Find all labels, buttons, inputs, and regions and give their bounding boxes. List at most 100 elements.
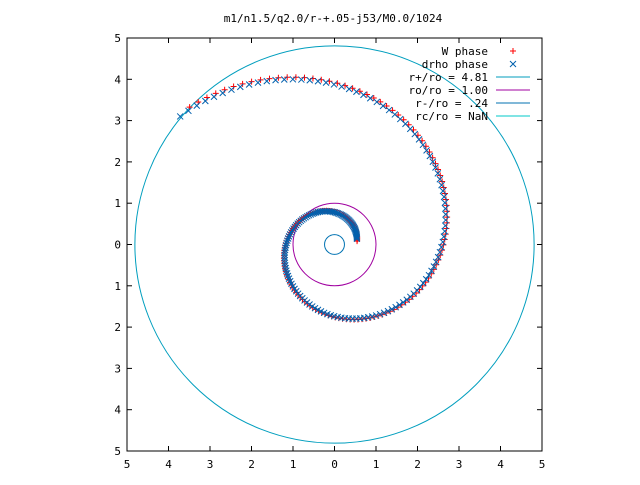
series-cross <box>176 75 450 322</box>
data-point <box>373 98 381 106</box>
legend-label: r+/ro = 4.81 <box>409 71 488 84</box>
data-point <box>263 77 271 85</box>
data-point <box>438 181 445 189</box>
data-point <box>314 77 322 85</box>
data-point <box>441 227 449 235</box>
data-point <box>210 93 218 101</box>
data-point <box>281 254 288 261</box>
legend-label: ro/ro = 1.00 <box>409 84 488 97</box>
series-plus <box>186 74 451 323</box>
x-tick-label: 5 <box>539 458 546 471</box>
y-tick-label: 2 <box>114 321 121 334</box>
x-tick-label: 5 <box>124 458 131 471</box>
data-point <box>338 83 345 90</box>
data-point <box>363 91 370 98</box>
data-point <box>396 115 404 123</box>
y-tick-label: 3 <box>114 115 121 128</box>
data-point <box>385 106 393 114</box>
data-point <box>442 210 450 218</box>
data-point <box>330 81 338 88</box>
data-point <box>185 107 192 115</box>
data-point <box>239 80 246 87</box>
data-point <box>439 238 447 246</box>
data-point <box>440 193 448 201</box>
legend-label: W phase <box>442 45 488 58</box>
x-tick-label: 2 <box>248 458 255 471</box>
data-point <box>287 228 295 236</box>
data-point <box>356 88 363 95</box>
data-point <box>438 243 445 251</box>
data-point <box>307 211 315 218</box>
chart-title: m1/n1.5/q2.0/r-+.05-j53/M0.0/1024 <box>224 12 443 25</box>
data-point <box>399 299 407 306</box>
data-point <box>432 258 440 266</box>
data-point <box>360 91 367 99</box>
data-point <box>415 136 423 143</box>
data-point <box>283 237 291 245</box>
data-point <box>426 152 434 160</box>
x-tick-label: 3 <box>456 458 463 471</box>
data-point <box>439 187 447 195</box>
data-point <box>436 175 444 183</box>
data-point <box>193 102 201 110</box>
data-point <box>440 233 448 240</box>
data-point <box>285 233 293 240</box>
data-point <box>245 81 253 88</box>
y-tick-label: 0 <box>114 239 121 252</box>
x-tick-label: 3 <box>207 458 214 471</box>
legend-marker <box>509 60 517 68</box>
data-point <box>428 267 435 275</box>
legend-label: r-/ro = .24 <box>415 97 488 110</box>
data-point <box>425 271 433 279</box>
data-point <box>442 216 449 224</box>
data-point <box>391 111 399 118</box>
data-point <box>305 211 313 219</box>
data-point <box>388 305 396 313</box>
data-point <box>272 76 279 84</box>
data-point <box>432 160 439 167</box>
data-point <box>441 222 449 230</box>
x-tick-label: 0 <box>331 458 338 471</box>
data-point <box>282 264 290 272</box>
data-point <box>298 76 305 83</box>
x-tick-label: 1 <box>290 458 297 471</box>
y-tick-label: 2 <box>114 156 121 169</box>
data-point <box>366 94 374 102</box>
y-tick-label: 5 <box>114 32 121 45</box>
data-point <box>176 113 184 120</box>
data-point <box>254 79 262 86</box>
data-point <box>322 79 330 86</box>
data-point <box>292 74 299 81</box>
reference-circle <box>324 234 345 255</box>
data-point <box>310 209 318 217</box>
data-point <box>384 307 392 315</box>
data-point <box>201 97 209 105</box>
data-point <box>368 313 376 320</box>
legend-label: drho phase <box>422 58 488 71</box>
data-point <box>396 301 403 309</box>
data-point <box>306 76 314 84</box>
data-point <box>429 154 436 161</box>
data-point <box>430 266 437 273</box>
data-point <box>419 279 427 287</box>
reference-circles <box>134 45 535 444</box>
data-point <box>228 86 235 94</box>
data-point <box>380 309 388 317</box>
y-tick-label: 4 <box>114 404 121 417</box>
data-point <box>353 88 360 96</box>
data-point <box>236 83 244 91</box>
reference-circle <box>292 202 377 287</box>
y-tick-label: 1 <box>114 280 121 293</box>
data-point <box>312 209 320 216</box>
data-point <box>434 170 442 177</box>
x-tick-label: 4 <box>497 458 504 471</box>
data-point <box>352 228 360 236</box>
data-point <box>426 148 433 155</box>
data-point <box>288 227 296 234</box>
data-point <box>419 141 427 149</box>
data-point <box>422 275 430 283</box>
